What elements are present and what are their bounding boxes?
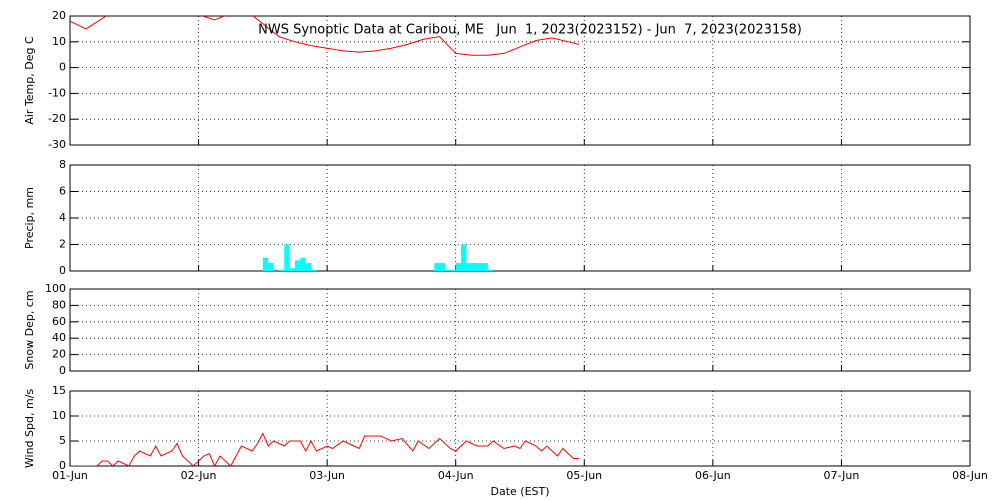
x-tick-label: 06-Jun	[695, 469, 731, 482]
bar	[311, 269, 317, 271]
y-tick-label: -10	[48, 86, 66, 99]
y-tick-label: 60	[52, 315, 66, 328]
y-tick-label: 6	[59, 185, 66, 198]
bar	[466, 263, 472, 271]
y-tick-label: 0	[59, 61, 66, 74]
y-tick-label: 4	[59, 211, 66, 224]
bar	[268, 263, 274, 271]
bar	[445, 269, 451, 271]
bar	[289, 268, 295, 271]
y-tick-label: 8	[59, 158, 66, 171]
bar	[461, 244, 467, 271]
x-tick-label: 01-Jun	[52, 469, 88, 482]
x-axis-label: Date (EST)	[490, 485, 549, 498]
x-tick-label: 07-Jun	[824, 469, 860, 482]
y-tick-label: 0	[59, 364, 66, 377]
y-tick-label: 0	[59, 264, 66, 277]
bar	[477, 263, 483, 271]
bar	[278, 269, 285, 271]
y-tick-label: 100	[45, 282, 66, 295]
y-axis-label: Precip, mm	[23, 187, 36, 249]
plot-frame	[69, 288, 971, 372]
y-tick-label: 10	[52, 409, 66, 422]
data-line	[70, 432, 579, 466]
data-line	[70, 16, 580, 56]
y-tick-label: 80	[52, 298, 66, 311]
y-axis-label: Wind Spd, m/s	[23, 389, 36, 469]
y-axis-label: Air Temp, Deg C	[23, 36, 36, 125]
y-tick-label: 0	[59, 459, 66, 472]
y-tick-label: -20	[48, 112, 66, 125]
y-tick-label: 20	[52, 9, 66, 22]
y-tick-label: -30	[48, 138, 66, 151]
bar	[450, 269, 456, 271]
bar	[487, 269, 494, 271]
x-tick-label: 04-Jun	[438, 469, 474, 482]
y-tick-label: 2	[59, 238, 66, 251]
bar	[471, 263, 478, 271]
y-tick-label: 15	[52, 384, 66, 397]
chart-title: NWS Synoptic Data at Caribou, ME Jun 1, …	[258, 23, 802, 38]
y-tick-label: 40	[52, 331, 66, 344]
plot-frame	[69, 15, 971, 146]
bar	[439, 263, 445, 271]
plot-frame	[69, 390, 971, 467]
y-axis-label: Snow Dep, cm	[23, 290, 36, 369]
y-tick-label: 10	[52, 35, 66, 48]
bar	[262, 257, 269, 271]
y-tick-label: 20	[52, 348, 66, 361]
x-tick-label: 08-Jun	[952, 469, 988, 482]
x-tick-label: 05-Jun	[566, 469, 602, 482]
bar	[455, 263, 462, 271]
x-tick-label: 02-Jun	[181, 469, 217, 482]
x-tick-label: 03-Jun	[309, 469, 345, 482]
bar	[295, 260, 301, 271]
plot-layer: -30 -20 -10 0 10 20 Air Temp, Deg C 0 2 4 6 8 Precip…	[23, 9, 988, 498]
bar	[482, 263, 488, 271]
bar	[434, 263, 440, 271]
y-tick-label: 5	[59, 434, 66, 447]
bar	[284, 244, 290, 271]
bar	[305, 263, 312, 271]
plot-frame	[69, 164, 971, 272]
bar	[300, 257, 306, 271]
